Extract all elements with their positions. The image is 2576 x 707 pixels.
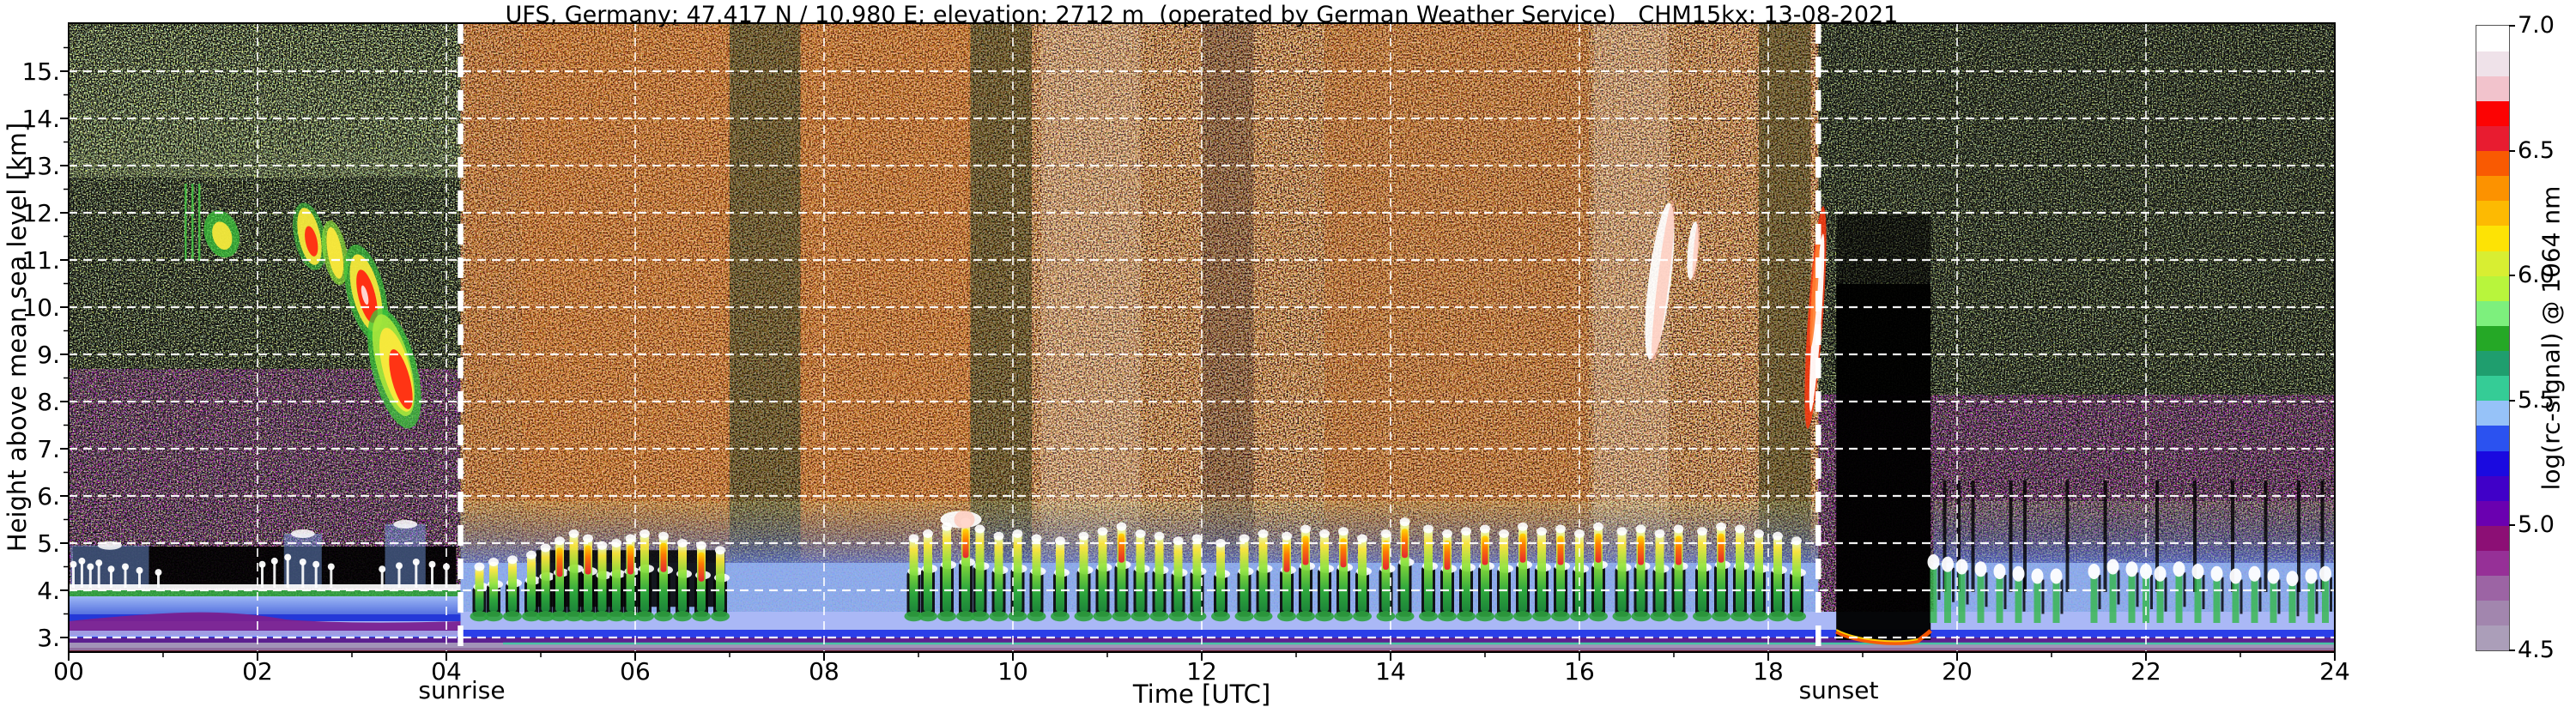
x-tick-label-20: 20 (1942, 657, 1973, 686)
colorbar-segment (2476, 175, 2509, 202)
colorbar-segment (2476, 500, 2509, 526)
cloud-feature (1687, 220, 1700, 281)
y-tick-label-4: 4. (37, 577, 60, 605)
x-tick-label-16: 16 (1564, 657, 1595, 686)
x-axis-label: Time [UTC] (1132, 680, 1271, 707)
colorbar-tick-mark (2509, 399, 2515, 402)
colorbar-segment (2476, 450, 2509, 476)
colorbar-segment (2476, 200, 2509, 227)
colorbar-segment (2476, 375, 2509, 402)
colorbar-tick-mark (2509, 524, 2515, 527)
y-tick-label-3: 3. (37, 624, 60, 652)
colorbar-segment (2476, 275, 2509, 301)
colorbar-tick-label-7.0: 7.0 (2518, 12, 2555, 39)
chart-title: UFS, Germany; 47.417 N / 10.980 E; eleva… (505, 2, 1899, 28)
colorbar-segment (2476, 350, 2509, 377)
colorbar-tick-label-4.5: 4.5 (2518, 637, 2555, 663)
colorbar-segment (2476, 100, 2509, 126)
heatmap-paint-layer (60, 22, 2336, 661)
colorbar-segment (2476, 26, 2509, 51)
sunrise-annotation: sunrise (418, 676, 506, 704)
colorbar-segment (2476, 76, 2509, 101)
x-tick-label-06: 06 (620, 657, 651, 686)
x-tick-label-00: 00 (53, 657, 84, 686)
y-tick-label-15: 15. (21, 57, 60, 86)
colorbar-tick-mark (2509, 275, 2515, 277)
colorbar-segment (2476, 251, 2509, 276)
colorbar (2476, 25, 2510, 651)
y-tick-label-7: 7. (37, 435, 60, 463)
colorbar-tick-mark (2509, 149, 2515, 152)
colorbar-segment (2476, 475, 2509, 501)
colorbar-segment (2476, 550, 2509, 577)
gridlines (69, 23, 2335, 652)
y-tick-label-12: 12. (21, 199, 60, 227)
colorbar-segment (2476, 425, 2509, 451)
colorbar-tick-label-6.0: 6.0 (2518, 262, 2555, 289)
colorbar-segment (2476, 400, 2509, 426)
colorbar-tick-label-5.0: 5.0 (2518, 511, 2555, 539)
y-tick-label-14: 14. (21, 105, 60, 133)
y-tick-label-9: 9. (37, 341, 60, 369)
colorbar-segment (2476, 625, 2509, 651)
x-tick-label-24: 24 (2319, 657, 2350, 686)
y-tick-label-5: 5. (37, 529, 60, 558)
colorbar-segment (2476, 525, 2509, 551)
colorbar-segment (2476, 125, 2509, 152)
cloud-feature (321, 221, 349, 286)
y-tick-label-13: 13. (21, 152, 60, 180)
colorbar-tick-label-5.5: 5.5 (2518, 386, 2555, 414)
cloud-feature (367, 308, 421, 429)
colorbar-segment (2476, 575, 2509, 601)
cloud-feature (185, 184, 201, 261)
y-tick-label-10: 10. (21, 293, 60, 322)
x-tick-label-22: 22 (2131, 657, 2161, 686)
colorbar-tick-mark (2509, 25, 2515, 27)
y-tick-label-8: 8. (37, 388, 60, 416)
colorbar-segment (2476, 300, 2509, 326)
x-tick-label-12: 12 (1186, 657, 1217, 686)
colorbar-segment (2476, 51, 2509, 76)
sunset-annotation: sunset (1798, 676, 1879, 704)
cloud-feature (1645, 199, 1675, 365)
cloud-feature (203, 210, 240, 258)
colorbar-segment (2476, 150, 2509, 177)
axis-ticks (60, 46, 2336, 661)
colorbar-tick-mark (2509, 650, 2515, 651)
x-tick-label-10: 10 (997, 657, 1028, 686)
cloud-feature (293, 202, 326, 270)
plot-area (69, 23, 2335, 652)
colorbar-segment (2476, 325, 2509, 352)
x-tick-label-08: 08 (809, 657, 839, 686)
x-tick-label-04: 04 (431, 657, 462, 686)
cloud-feature (940, 511, 982, 529)
colorbar-label: log(rc-signal) @ 1064 nm (2537, 185, 2566, 491)
colorbar-segment (2476, 225, 2509, 251)
colorbar-segment (2476, 600, 2509, 626)
x-tick-label-02: 02 (242, 657, 273, 686)
y-tick-label-6: 6. (37, 482, 60, 511)
y-tick-label-11: 11. (21, 246, 60, 275)
x-tick-label-14: 14 (1375, 657, 1406, 686)
x-tick-label-18: 18 (1753, 657, 1784, 686)
colorbar-tick-label-6.5: 6.5 (2518, 136, 2555, 164)
